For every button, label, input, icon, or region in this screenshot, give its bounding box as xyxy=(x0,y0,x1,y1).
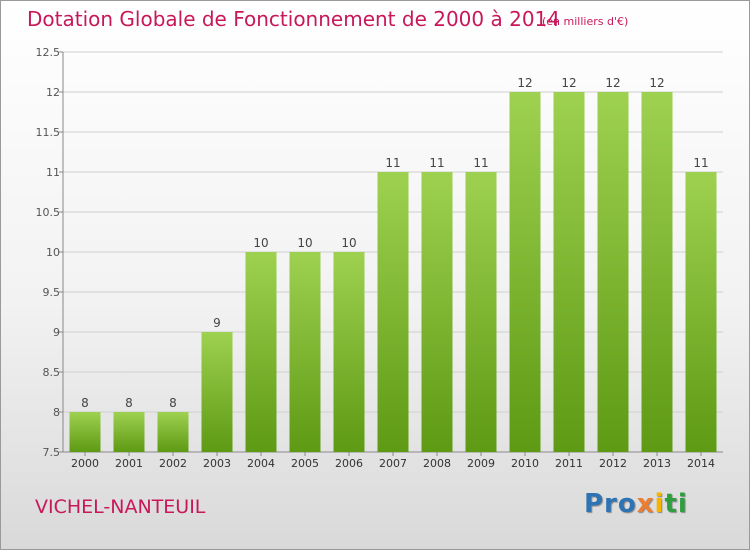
x-tick-label: 2002 xyxy=(159,457,187,470)
bar xyxy=(157,412,189,452)
bar-value-label: 8 xyxy=(125,396,133,410)
bar xyxy=(685,172,717,452)
bar xyxy=(553,92,585,452)
y-tick-label: 8.5 xyxy=(43,366,61,379)
bar-value-label: 8 xyxy=(81,396,89,410)
labels: 7.5 8 8.5 9 9.5 10 10.5 11 11.5 12 12.5 8 2000 8 2001 8… xyxy=(36,46,716,470)
bar xyxy=(245,252,277,452)
y-tick-label: 12 xyxy=(46,86,60,99)
bar-value-label: 12 xyxy=(517,76,532,90)
bar-value-label: 11 xyxy=(385,156,400,170)
bar-value-label: 11 xyxy=(429,156,444,170)
bar xyxy=(333,252,365,452)
y-tick-label: 11.5 xyxy=(36,126,61,139)
logo-part: x xyxy=(636,489,655,519)
chart-title: Dotation Globale de Fonctionnement de 20… xyxy=(27,7,560,31)
x-tick-label: 2012 xyxy=(599,457,627,470)
bar xyxy=(201,332,233,452)
bar-value-label: 12 xyxy=(605,76,620,90)
proxiti-logo[interactable]: Proxiti xyxy=(584,489,688,519)
y-tick-label: 10.5 xyxy=(36,206,61,219)
bar xyxy=(509,92,541,452)
bar xyxy=(641,92,673,452)
y-tick-label: 7.5 xyxy=(43,446,61,459)
bar xyxy=(465,172,497,452)
bar xyxy=(289,252,321,452)
x-tick-label: 2004 xyxy=(247,457,275,470)
bar-value-label: 8 xyxy=(169,396,177,410)
x-tick-label: 2008 xyxy=(423,457,451,470)
logo-part: i xyxy=(654,489,665,519)
x-tick-label: 2010 xyxy=(511,457,539,470)
y-tick-label: 9 xyxy=(53,326,60,339)
x-tick-label: 2006 xyxy=(335,457,363,470)
x-tick-label: 2003 xyxy=(203,457,231,470)
x-tick-label: 2005 xyxy=(291,457,319,470)
bar-value-label: 12 xyxy=(649,76,664,90)
x-tick-label: 2011 xyxy=(555,457,583,470)
bars xyxy=(69,92,717,452)
bar-value-label: 10 xyxy=(297,236,312,250)
bar-value-label: 11 xyxy=(693,156,708,170)
bar xyxy=(421,172,453,452)
x-tick-label: 2001 xyxy=(115,457,143,470)
bar xyxy=(69,412,101,452)
x-tick-label: 2007 xyxy=(379,457,407,470)
x-tick-label: 2014 xyxy=(687,457,715,470)
bar xyxy=(113,412,145,452)
bar-value-label: 10 xyxy=(341,236,356,250)
bar-value-label: 11 xyxy=(473,156,488,170)
x-tick-label: 2013 xyxy=(643,457,671,470)
commune-name: VICHEL-NANTEUIL xyxy=(35,496,206,518)
y-tick-label: 11 xyxy=(46,166,60,179)
chart-subtitle: (en milliers d'€) xyxy=(542,15,629,28)
x-tick-label: 2009 xyxy=(467,457,495,470)
logo-part: Pro xyxy=(584,489,637,519)
y-tick-label: 8 xyxy=(53,406,60,419)
bar xyxy=(597,92,629,452)
y-tick-label: 10 xyxy=(46,246,60,259)
logo-part: ti xyxy=(664,489,688,519)
bar-value-label: 10 xyxy=(253,236,268,250)
bar xyxy=(377,172,409,452)
x-tick-label: 2000 xyxy=(71,457,99,470)
bar-value-label: 12 xyxy=(561,76,576,90)
y-tick-label: 9.5 xyxy=(43,286,61,299)
y-tick-label: 12.5 xyxy=(36,46,61,59)
bar-value-label: 9 xyxy=(213,316,221,330)
